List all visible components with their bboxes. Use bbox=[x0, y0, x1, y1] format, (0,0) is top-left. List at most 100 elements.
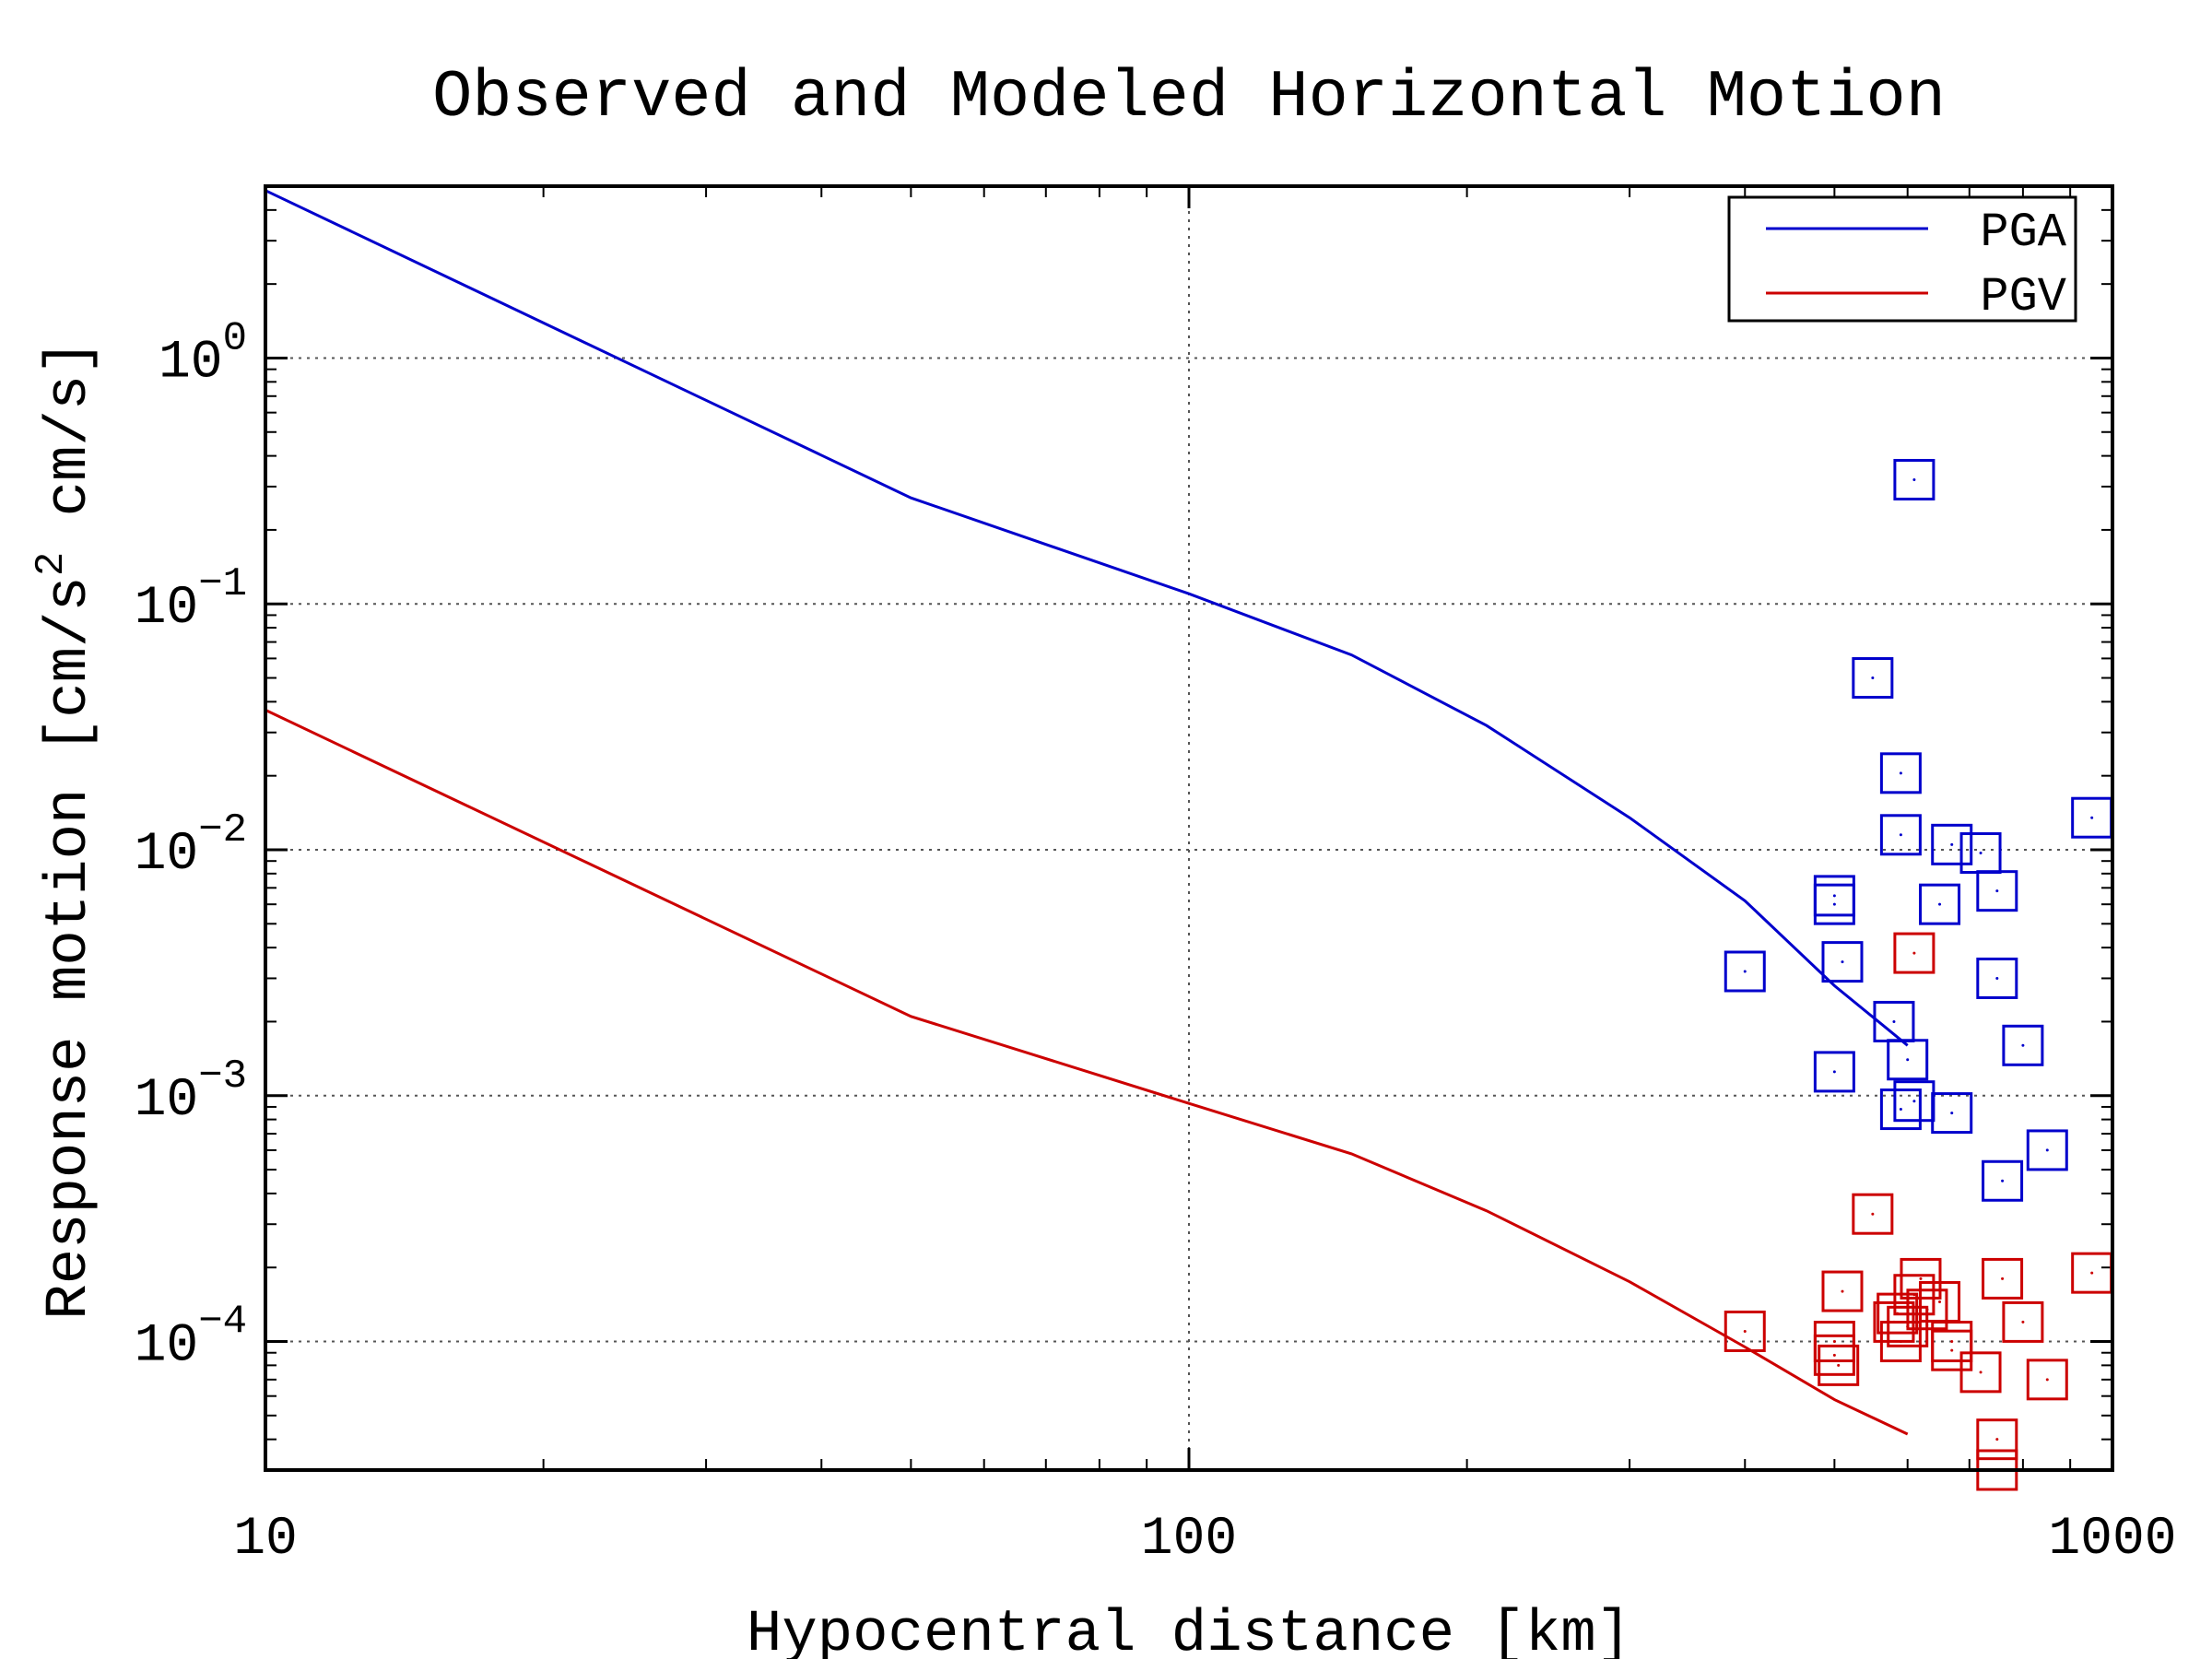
legend-box bbox=[1727, 195, 2077, 323]
pgv-point-center-dot bbox=[1912, 1293, 1916, 1297]
pga-point-center-dot bbox=[1899, 1108, 1902, 1112]
pga-observed-point bbox=[2002, 1024, 2044, 1066]
y-tick-label: 100 bbox=[159, 315, 247, 393]
pgv-point-center-dot bbox=[1912, 951, 1916, 955]
pga-observed-point bbox=[1931, 823, 1973, 865]
y-tick-exponent: −3 bbox=[198, 1053, 247, 1100]
pga-observed-point bbox=[1982, 1159, 2024, 1202]
pgv-point-center-dot bbox=[2090, 1271, 2094, 1275]
y-axis-label-exponent: 2 bbox=[29, 552, 75, 576]
pgv-observed-point bbox=[2002, 1300, 2044, 1343]
y-tick-label: 10−1 bbox=[135, 561, 247, 639]
chart-title: Observed and Modeled Horizontal Motion bbox=[432, 60, 1946, 135]
pgv-observed-point bbox=[1976, 1418, 2018, 1461]
pgv-observed-point bbox=[1893, 1274, 1936, 1316]
pgv-point-center-dot bbox=[2021, 1320, 2025, 1324]
pgv-point-center-dot bbox=[1841, 1289, 1844, 1293]
pga-point-center-dot bbox=[1832, 894, 1836, 898]
pgv-point-center-dot bbox=[1871, 1212, 1875, 1216]
y-tick-label: 10−4 bbox=[135, 1300, 247, 1377]
pga-observed-point bbox=[1976, 957, 2018, 999]
pga-point-center-dot bbox=[1950, 842, 1954, 846]
pgv-point-center-dot bbox=[1919, 1277, 1923, 1280]
pgv-point-center-dot bbox=[1950, 1348, 1954, 1352]
pgv-observed-point bbox=[1818, 1344, 1860, 1386]
pga-point-center-dot bbox=[1841, 960, 1844, 964]
pga-observed-point bbox=[1879, 752, 1922, 794]
pga-observed-point bbox=[1976, 870, 2018, 912]
pga-point-center-dot bbox=[1995, 889, 1999, 893]
pga-point-center-dot bbox=[1912, 477, 1916, 481]
pga-series bbox=[265, 189, 2113, 1202]
plot-frame bbox=[264, 184, 2114, 1472]
y-tick-exponent: −2 bbox=[198, 807, 247, 853]
y-tick-label: 10−2 bbox=[135, 807, 247, 885]
pga-point-center-dot bbox=[1832, 1070, 1836, 1074]
pgv-observed-point bbox=[1879, 1321, 1922, 1363]
pga-point-center-dot bbox=[1950, 1112, 1954, 1115]
y-tick-exponent: −4 bbox=[198, 1300, 247, 1346]
pgv-observed-point bbox=[2026, 1359, 2068, 1401]
pga-point-center-dot bbox=[1899, 771, 1902, 775]
pga-observed-point bbox=[1821, 941, 1864, 983]
pga-point-center-dot bbox=[1938, 902, 1942, 906]
pgv-point-center-dot bbox=[1938, 1300, 1942, 1303]
pgv-observed-point bbox=[1852, 1193, 1894, 1235]
y-tick-label: 10−3 bbox=[135, 1053, 247, 1131]
pga-point-center-dot bbox=[1832, 902, 1836, 906]
pga-observed-point bbox=[1931, 1092, 1973, 1135]
legend-pga-label: PGA bbox=[1980, 206, 2066, 260]
pgv-series bbox=[265, 709, 2113, 1491]
y-tick-base: 10 bbox=[135, 1317, 199, 1377]
y-tick-base: 10 bbox=[135, 1071, 199, 1131]
pgv-point-center-dot bbox=[1925, 1308, 1929, 1312]
pga-point-center-dot bbox=[2001, 1179, 2005, 1182]
y-tick-exponent: −1 bbox=[198, 561, 247, 607]
pgv-point-center-dot bbox=[1899, 1340, 1902, 1344]
y-tick-base: 10 bbox=[135, 579, 199, 639]
pgv-observed-point bbox=[1724, 1310, 1766, 1352]
y-axis-label-part-2: cm/s] bbox=[37, 339, 103, 551]
legend-pgv-label: PGV bbox=[1980, 270, 2066, 324]
pga-point-center-dot bbox=[1871, 677, 1875, 680]
pgv-observed-point bbox=[1959, 1351, 2002, 1394]
grid-lines bbox=[265, 186, 2112, 1470]
pga-observed-point bbox=[1724, 950, 1766, 993]
pgv-point-center-dot bbox=[1995, 1438, 1999, 1441]
pgv-point-center-dot bbox=[1832, 1353, 1836, 1357]
y-tick-base: 10 bbox=[159, 333, 223, 393]
pga-observed-point bbox=[1813, 883, 1855, 925]
pgv-observed-point bbox=[1813, 1334, 1855, 1376]
y-tick-base: 10 bbox=[135, 825, 199, 885]
pga-observed-point bbox=[1813, 1051, 1855, 1093]
pga-point-center-dot bbox=[1743, 970, 1747, 973]
pgv-observed-point bbox=[1821, 1270, 1864, 1312]
y-tick-exponent: 0 bbox=[223, 315, 247, 361]
pgv-observed-point bbox=[1931, 1329, 1973, 1371]
pgv-point-center-dot bbox=[1950, 1340, 1954, 1344]
pga-observed-point bbox=[1879, 1088, 1922, 1131]
pga-observed-point bbox=[1887, 1039, 1929, 1081]
pgv-point-center-dot bbox=[1832, 1340, 1836, 1344]
pgv-observed-point bbox=[1906, 1288, 1948, 1331]
pga-point-center-dot bbox=[1892, 1019, 1896, 1023]
pga-model-line bbox=[265, 189, 1909, 1047]
pga-observed-point bbox=[1879, 814, 1922, 856]
pga-observed-point bbox=[1919, 883, 1961, 925]
pgv-point-center-dot bbox=[1743, 1329, 1747, 1333]
y-axis-label-part-1: Response motion [cm/s bbox=[37, 576, 103, 1320]
pgv-observed-point bbox=[1982, 1257, 2024, 1300]
pgv-model-line bbox=[265, 709, 1909, 1436]
pga-point-center-dot bbox=[1979, 852, 1983, 855]
pga-point-center-dot bbox=[1995, 976, 1999, 980]
pga-point-center-dot bbox=[1906, 1058, 1910, 1062]
pga-observed-point bbox=[1893, 458, 1936, 500]
x-tick-label: 10 bbox=[233, 1510, 298, 1570]
y-axis-label: Response motion [cm/s2 cm/s] bbox=[29, 339, 103, 1319]
pgv-point-center-dot bbox=[2001, 1277, 2005, 1280]
pga-point-center-dot bbox=[1912, 1100, 1916, 1103]
pga-point-center-dot bbox=[1899, 833, 1902, 837]
